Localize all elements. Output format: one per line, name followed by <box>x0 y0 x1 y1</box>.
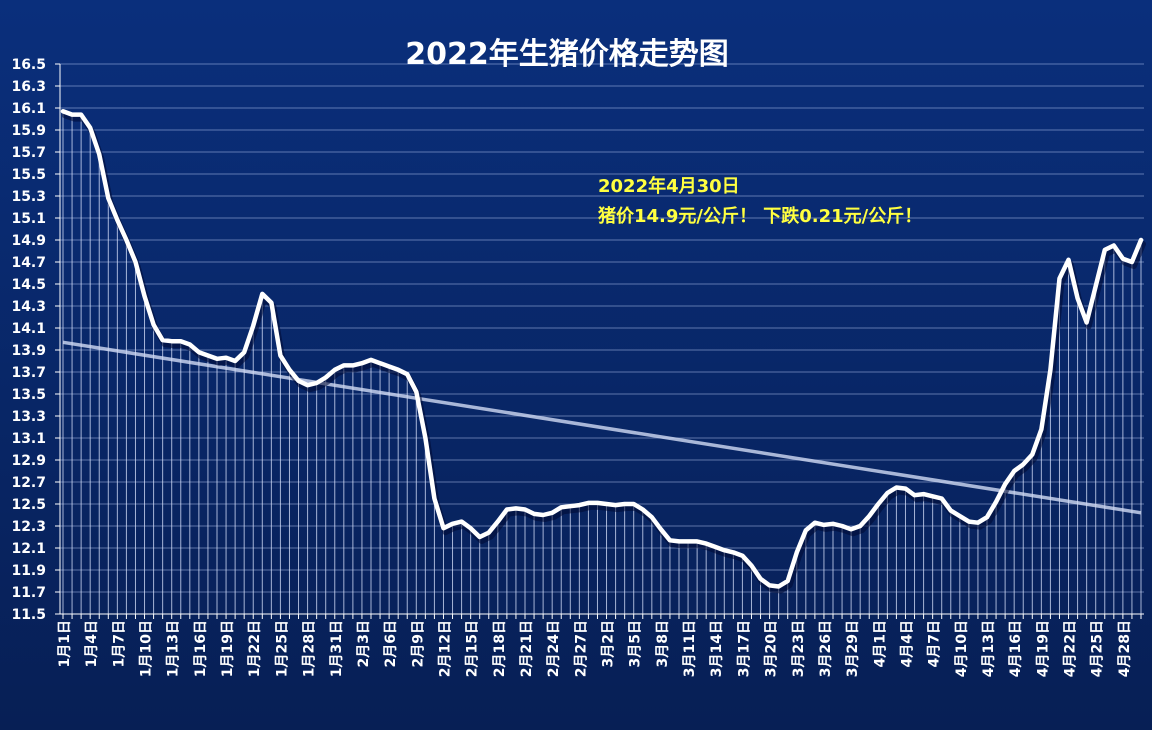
x-tick-label: 3月8日 <box>655 620 671 667</box>
y-tick-label: 15.9 <box>11 123 46 139</box>
x-tick-label: 4月1日 <box>872 620 888 667</box>
y-tick-label: 16.1 <box>11 101 46 117</box>
annotation-date: 2022年4月30日 <box>598 175 740 197</box>
x-tick-label: 3月29日 <box>845 620 861 677</box>
x-tick-label: 1月10日 <box>139 620 155 677</box>
x-tick-label: 2月12日 <box>437 620 453 677</box>
series-group <box>60 109 1146 594</box>
x-tick-label: 4月13日 <box>981 620 997 677</box>
annotation-price: 猪价14.9元/公斤！ 下跌0.21元/公斤！ <box>597 205 922 227</box>
x-tick-label: 3月23日 <box>791 620 807 677</box>
y-axis: 11.5 11.7 11.9 12.1 12.3 12.5 12.7 12.9 13.1 13.3… <box>11 57 61 623</box>
y-tick-label: 11.5 <box>11 607 46 623</box>
x-axis: 1月1日 1月4日 1月7日 1月10日 1月13日 1月16日 1月19日 1月22日 1月2… <box>57 613 1144 677</box>
x-tick-label: 1月19日 <box>220 620 236 677</box>
y-tick-label: 14.5 <box>11 277 46 293</box>
y-tick-label: 13.5 <box>11 387 46 403</box>
series-line-shadow <box>62 112 1146 594</box>
y-tick-label: 14.9 <box>11 233 46 249</box>
x-tick-label: 3月14日 <box>709 620 725 677</box>
y-tick-label: 14.3 <box>11 299 46 315</box>
x-tick-label: 3月17日 <box>736 620 752 677</box>
y-tick-label: 12.5 <box>11 497 46 513</box>
x-tick-label: 4月7日 <box>927 620 943 667</box>
y-tick-label: 12.9 <box>11 453 46 469</box>
x-tick-label: 1月7日 <box>111 620 127 667</box>
y-tick-label: 15.7 <box>11 145 46 161</box>
trendline <box>62 340 1142 515</box>
y-tick-label: 14.7 <box>11 255 46 271</box>
gridlines <box>60 63 1144 615</box>
y-tick-label: 15.5 <box>11 167 46 183</box>
x-tick-label: 1月31日 <box>329 620 345 677</box>
y-tick-label: 13.3 <box>11 409 46 425</box>
y-tick-label: 15.1 <box>11 211 46 227</box>
x-tick-label: 1月22日 <box>247 620 263 677</box>
trendline-group <box>62 340 1142 515</box>
x-tick-label: 2月24日 <box>546 620 562 677</box>
x-tick-label: 4月10日 <box>954 620 970 677</box>
y-tick-label: 12.7 <box>11 475 46 491</box>
x-tick-label: 1月25日 <box>274 620 290 677</box>
x-tick-label: 1月1日 <box>57 620 73 667</box>
x-tick-label: 3月11日 <box>682 620 698 677</box>
y-tick-label: 11.9 <box>11 563 46 579</box>
y-tick-label: 12.1 <box>11 541 46 557</box>
y-tick-label: 16.3 <box>11 79 46 95</box>
y-tick-label: 11.7 <box>11 585 46 601</box>
y-tick-label: 14.1 <box>11 321 46 337</box>
x-tick-label: 3月26日 <box>818 620 834 677</box>
y-tick-label: 13.1 <box>11 431 46 447</box>
x-tick-label: 4月25日 <box>1090 620 1106 677</box>
y-tick-label: 12.3 <box>11 519 46 535</box>
x-tick-label: 2月15日 <box>465 620 481 677</box>
chart-title: 2022年生猪价格走势图 <box>405 37 729 72</box>
x-tick-label: 4月22日 <box>1063 620 1079 677</box>
x-tick-label: 4月4日 <box>899 620 915 667</box>
x-tick-label: 1月13日 <box>166 620 182 677</box>
x-tick-label: 2月6日 <box>383 620 399 667</box>
y-tick-label: 15.3 <box>11 189 46 205</box>
x-tick-label: 2月27日 <box>573 620 589 677</box>
x-tick-label: 4月16日 <box>1008 620 1024 677</box>
x-tick-label: 4月28日 <box>1117 620 1133 677</box>
x-tick-label: 3月5日 <box>628 620 644 667</box>
x-tick-label: 1月4日 <box>84 620 100 667</box>
y-tick-label: 13.9 <box>11 343 46 359</box>
x-tick-label: 4月19日 <box>1035 620 1051 677</box>
drop-lines <box>62 111 1142 614</box>
x-tick-label: 2月21日 <box>519 620 535 677</box>
x-tick-label: 1月16日 <box>193 620 209 677</box>
x-tick-label: 1月28日 <box>302 620 318 677</box>
x-tick-label: 2月18日 <box>492 620 508 677</box>
y-tick-label: 16.5 <box>11 57 46 73</box>
x-tick-label: 2月3日 <box>356 620 372 667</box>
x-tick-label: 3月2日 <box>601 620 617 667</box>
x-tick-label: 2月9日 <box>410 620 426 667</box>
y-tick-label: 13.7 <box>11 365 46 381</box>
x-tick-label: 3月20日 <box>764 620 780 677</box>
series-line <box>60 109 1144 589</box>
